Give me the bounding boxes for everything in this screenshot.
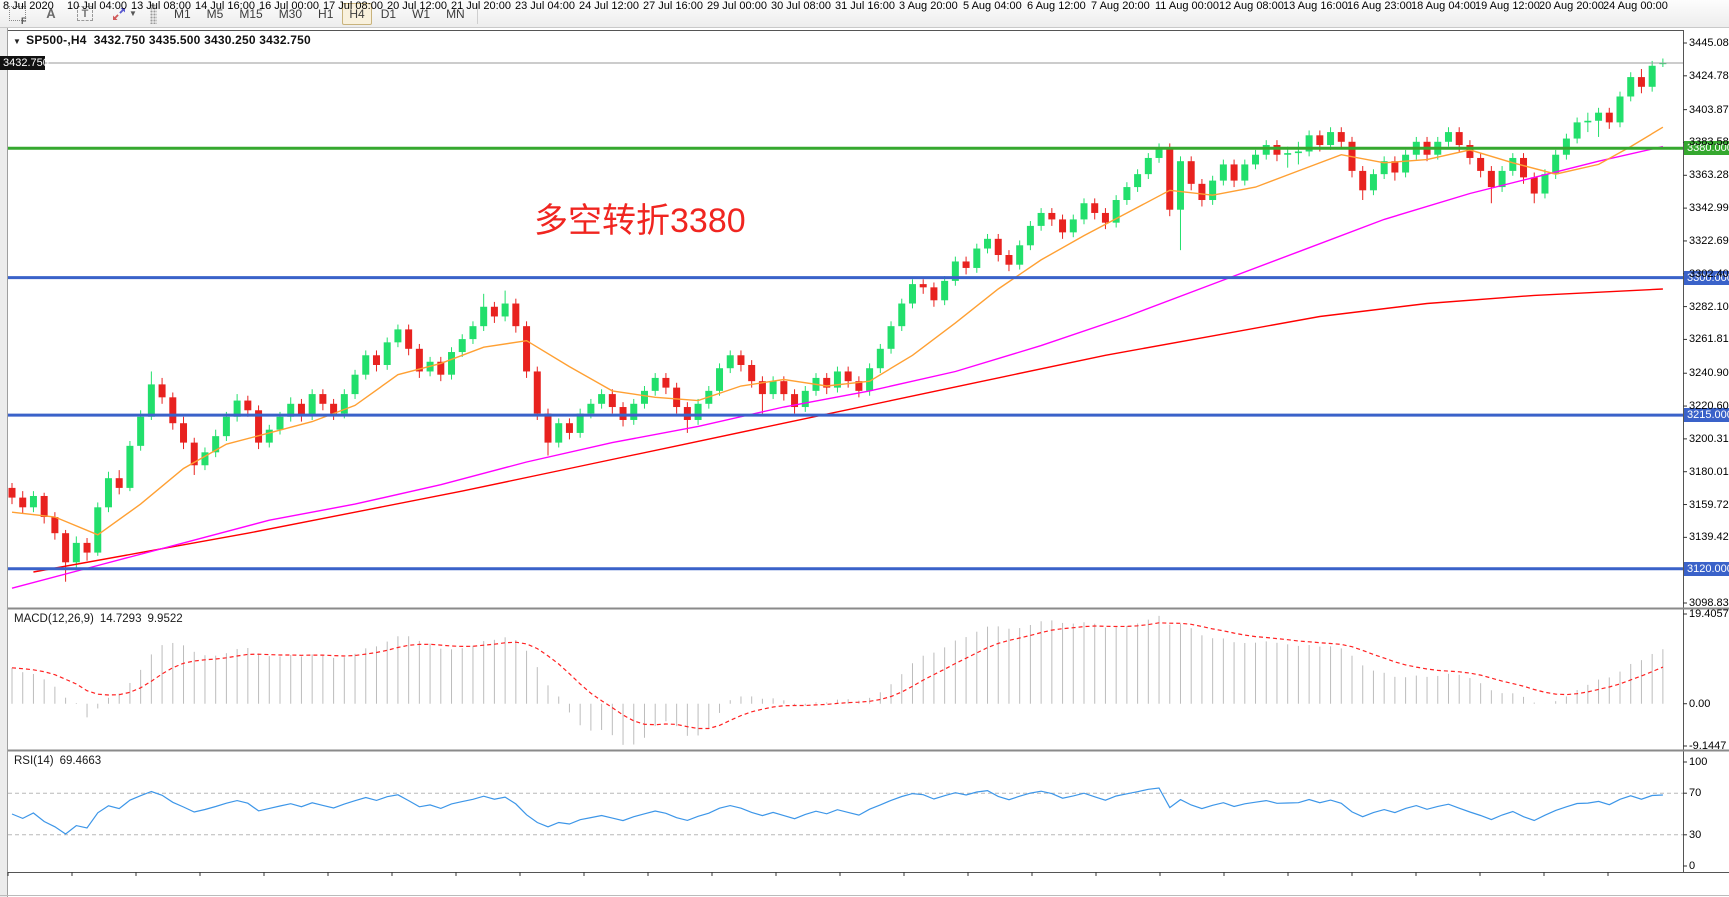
panel-separator-rsi[interactable] [8,749,1683,754]
price-axis-label: 3098.835 [1689,597,1729,609]
timeframe-group: M1 M5 M15 M30 H1 H4 D1 W1 MN [166,2,473,25]
price-axis-label: 3302.400 [1689,267,1729,280]
time-axis-label: 13 Jul 08:00 [131,0,191,12]
time-axis-label: 30 Jul 08:00 [771,0,831,12]
text-tool-button[interactable]: A [36,2,66,26]
rsi-axis-label: 100 [1689,756,1708,768]
time-axis-label: 16 Jul 00:00 [259,0,319,12]
timeframe-button-MN[interactable]: MN [446,6,465,21]
price-axis-label: 3424.785 [1689,69,1729,82]
rsi-panel-area[interactable] [8,752,1683,870]
rsi-title: RSI(14) [14,755,54,767]
text-icon: A [46,6,56,21]
fibo-grid-tool-button[interactable]: F [2,2,32,26]
timeframe-button-W1[interactable]: W1 [412,6,431,21]
toolbar-separator [476,3,478,24]
macd-title: MACD(12,26,9) [14,613,94,625]
arrows-icon [113,7,126,20]
toolbar: F A T ▼ M1 M5 M15 M30 H1 H4 D1 W1 MN [0,0,1729,28]
main-chart-plot-area[interactable] [8,30,1683,608]
time-axis-label: 10 Jul 04:00 [67,0,127,12]
price-axis-label: 3403.875 [1689,103,1729,116]
price-level-badge-3300: 3300.000 [1684,270,1729,285]
macd-indicator-label: MACD(12,26,9) 14.7293 9.9522 [14,613,189,625]
time-axis-label: 14 Jul 16:00 [195,0,255,12]
symbol-dropdown-icon: ▼ [13,37,22,46]
text-label-icon: T [77,6,93,21]
timeframe-button-H1[interactable]: H1 [318,6,334,21]
time-axis-label: 31 Jul 16:00 [835,0,895,12]
panel-separator-macd[interactable] [8,607,1683,612]
rsi-value: 69.4663 [59,755,102,767]
text-label-tool-button[interactable]: T [70,2,100,26]
symbol-title[interactable]: ▼ SP500-,H4 3432.750 3435.500 3430.250 34… [13,33,311,47]
macd-axis-label: 0.00 [1689,697,1711,710]
time-axis-label: 24 Jul 12:00 [579,0,639,12]
timeframe-button-H4[interactable]: H4 [342,2,372,25]
time-axis-label: 23 Jul 04:00 [515,0,575,12]
time-axis-label: 16 Aug 23:00 [1347,0,1412,12]
arrows-tool-button[interactable]: ▼ [104,2,144,26]
time-axis-label: 21 Jul 20:00 [451,0,511,12]
rsi-indicator-label: RSI(14) 69.4663 [14,755,107,767]
price-axis-label: 3180.015 [1689,465,1729,478]
price-axis-label: 3159.720 [1689,498,1729,511]
time-axis-label: 13 Aug 16:00 [1283,0,1348,12]
timeframe-button-M15[interactable]: M15 [239,6,263,21]
macd-main-value: 14.7293 [99,613,142,625]
price-axis-label: 3445.080 [1689,37,1729,49]
timeframe-button-M30[interactable]: M30 [278,6,303,21]
price-axis-label: 3383.580 [1689,136,1729,149]
timeframe-button-M1[interactable]: M1 [174,6,191,21]
macd-axis-label: -9.1447 [1689,740,1727,752]
time-axis-label: 17 Jul 08:00 [323,0,383,12]
price-axis-label: 3363.285 [1689,169,1729,182]
rsi-axis-label: 30 [1689,828,1702,841]
rsi-axis-label: 0 [1689,860,1696,872]
chart-window-left-edge [0,28,8,897]
fibo-grid-icon: F [8,6,27,26]
time-axis-label: 6 Aug 12:00 [1027,0,1086,12]
price-axis-label: 3261.810 [1689,333,1729,346]
time-axis-label: 5 Aug 04:00 [963,0,1022,12]
price-axis-label: 3322.695 [1689,234,1729,247]
price-axis-label: 3240.900 [1689,367,1729,380]
price-axis-label: 3200.310 [1689,432,1729,445]
time-axis-label: 7 Aug 20:00 [1091,0,1150,12]
rsi-axis-label: 70 [1689,787,1702,800]
time-axis-label: 3 Aug 20:00 [899,0,958,12]
price-axis-label: 3282.105 [1689,300,1729,313]
time-axis-label: 20 Jul 12:00 [387,0,447,12]
time-axis-label: 8 Jul 2020 [3,0,54,12]
price-axis-label: 3342.990 [1689,202,1729,215]
chevron-down-icon: ▼ [129,9,137,18]
time-axis[interactable] [8,872,1683,897]
current-price-badge: 3432.750 [0,55,49,70]
timeframe-button-D1[interactable]: D1 [380,6,397,21]
price-axis-label: 3139.425 [1689,531,1729,544]
time-axis-label: 12 Aug 08:00 [1219,0,1284,12]
macd-axis-label: 19.4057 [1689,608,1729,620]
price-axis-label: 3220.605 [1689,400,1729,413]
symbol-ohlc-values: 3432.750 3435.500 3430.250 3432.750 [93,33,311,47]
time-axis-label: 18 Aug 04:00 [1411,0,1476,12]
time-axis-label: 20 Aug 20:00 [1539,0,1604,12]
macd-panel-area[interactable] [8,610,1683,750]
time-axis-label: 19 Aug 12:00 [1475,0,1540,12]
macd-signal-value: 9.9522 [147,613,183,625]
chart-annotation-text[interactable]: 多空转折3380 [534,202,746,240]
toolbar-grip[interactable] [150,3,157,24]
time-axis-label: 27 Jul 16:00 [643,0,703,12]
price-level-badge-3215: 3215.000 [1684,408,1729,423]
timeframe-button-M5[interactable]: M5 [206,6,224,21]
price-level-badge-3120: 3120.000 [1684,561,1729,576]
time-axis-label: 11 Aug 00:00 [1155,0,1220,12]
time-axis-label: 29 Jul 00:00 [707,0,767,12]
symbol-name: SP500-,H4 [26,33,87,47]
price-level-badge-3380: 3380.000 [1684,141,1729,156]
time-axis-label: 24 Aug 00:00 [1603,0,1668,12]
